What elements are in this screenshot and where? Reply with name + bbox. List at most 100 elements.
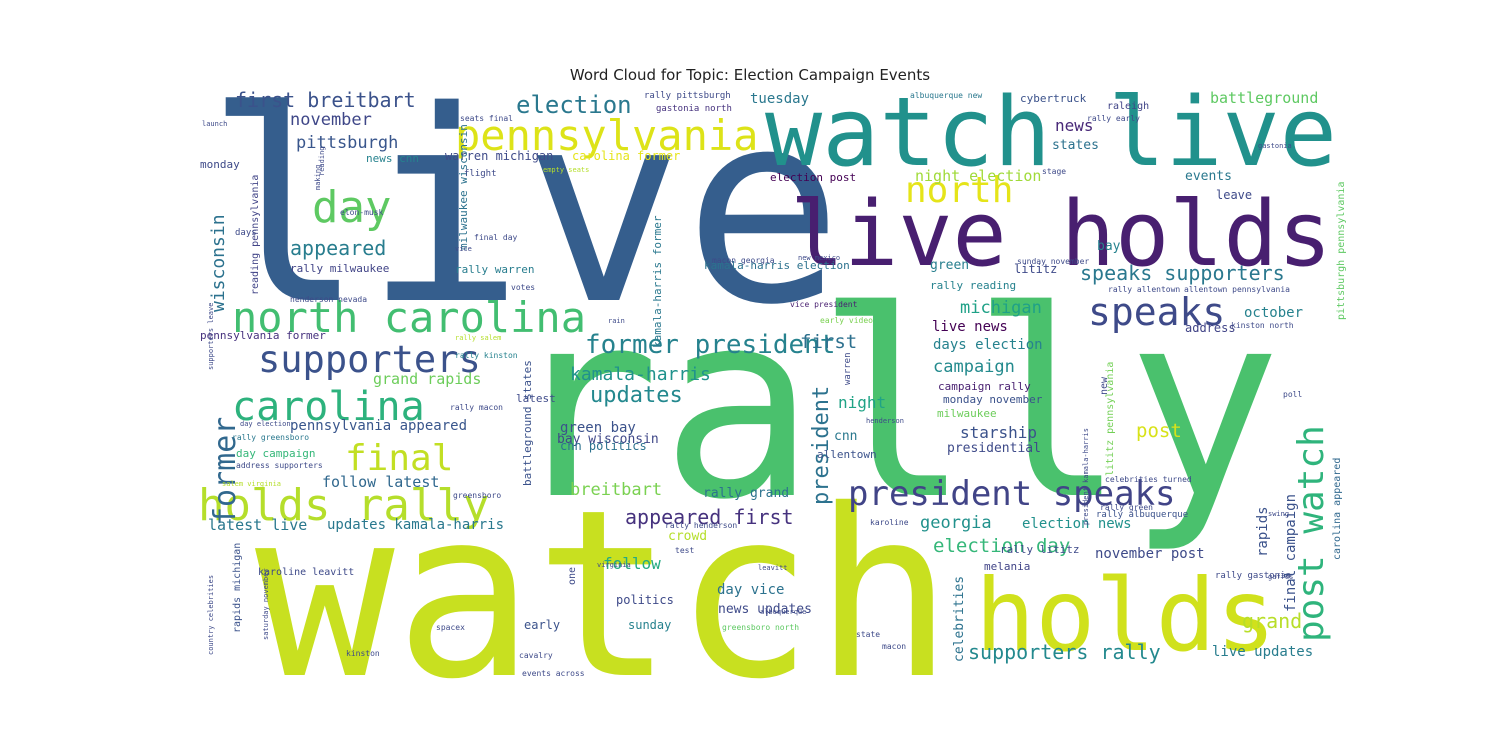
word-rally-kinston: rally kinston — [455, 351, 518, 360]
word-stage: stage — [1042, 167, 1066, 176]
word-new-mexico: new mexico — [798, 254, 840, 262]
word-sunday-november: sunday november — [1017, 257, 1089, 266]
word-greensboro: greensboro — [453, 491, 501, 500]
word-supporters-rally: supporters rally — [968, 640, 1161, 664]
word-henderson: henderson — [866, 417, 904, 425]
word-election: election — [516, 91, 632, 119]
word-rally-allentown: rally allentown — [1108, 285, 1180, 294]
word-address: address — [1185, 321, 1236, 335]
word-speaks: speaks — [1088, 290, 1225, 334]
word-warren: warren — [843, 352, 853, 385]
word-campaign: campaign — [933, 357, 1015, 377]
word-news-updates: news updates — [718, 602, 812, 617]
word-rally-early: rally early — [1087, 114, 1140, 123]
word-pittsburgh-pennsylvania: pittsburgh pennsylvania — [1336, 182, 1347, 320]
word-green-bay: green bay — [560, 420, 636, 436]
word-spacex: spacex — [436, 623, 465, 632]
word-watch-live: watch live — [765, 78, 1337, 188]
word-follow-latest: follow latest — [322, 473, 439, 491]
word-kinston-north: kinston north — [1231, 321, 1294, 330]
word-battleground-states: battleground states — [521, 360, 534, 486]
word-reading: reading — [318, 146, 326, 176]
word-rally-albuquerque: rally albuquerque — [1096, 510, 1188, 520]
word-days: days — [235, 228, 257, 238]
word-kamala-harris-election: kamala-harris election — [704, 259, 850, 272]
word-rally-reading: rally reading — [930, 279, 1016, 292]
word-pennsylvania-former: pennsylvania former — [200, 329, 326, 342]
word-rally-henderson: rally henderson — [665, 521, 737, 530]
word-final: final — [345, 438, 453, 479]
word-rally-greensboro: rally greensboro — [232, 433, 309, 442]
word-holds-rally: holds rally — [198, 480, 489, 531]
word-states: states — [1052, 138, 1099, 153]
word-one: one — [567, 567, 578, 585]
word-carolina: carolina — [232, 384, 425, 430]
word-pennsylvania: pennsylvania — [455, 111, 758, 160]
word-day-election: day election — [240, 420, 291, 428]
word-first: first — [800, 331, 857, 353]
word-michigan: michigan — [960, 298, 1042, 318]
word-president: president — [809, 386, 834, 505]
word-breitbart: breitbart — [570, 480, 662, 500]
word-rally-milwaukee: rally milwaukee — [290, 262, 389, 275]
word-carolina-former: carolina former — [572, 149, 680, 163]
word-reading-pennsylvania: reading pennsylvania — [250, 175, 261, 295]
word-seats-final: seats final — [460, 114, 513, 123]
word-starship: starship — [960, 423, 1037, 442]
word-melania: melania — [984, 560, 1030, 573]
word-appeared-first: appeared first — [625, 505, 794, 529]
word-gastonia-north: gastonia north — [656, 104, 732, 114]
word-launch: launch — [202, 120, 227, 128]
word-monday: monday — [200, 158, 240, 171]
word-albuquerque: albuquerque — [760, 608, 806, 616]
word-wisconsin: wisconsin — [208, 214, 229, 312]
word-empty-seats: empty seats — [543, 166, 589, 174]
word-night: night — [838, 393, 886, 412]
word-bay: bay — [1097, 239, 1121, 254]
word-latest-live: latest live — [208, 516, 307, 534]
word-swing: swing — [1268, 510, 1289, 518]
word-cnn-politics: cnn politics — [560, 439, 647, 453]
word-events: events — [1185, 169, 1232, 184]
word-gaffes: gaffes — [1268, 573, 1293, 581]
word-final-campaign: final campaign — [1283, 494, 1299, 612]
word-post: post — [1136, 420, 1182, 442]
word-day-vice: day vice — [717, 582, 784, 598]
word-speaks-supporters: speaks supporters — [1080, 261, 1285, 285]
word-battleground: battleground — [1210, 89, 1318, 107]
word-final-day: final day — [474, 233, 518, 242]
word-rally-warren: rally warren — [455, 263, 534, 276]
word-north-carolina: north carolina — [232, 293, 586, 342]
word-early: early — [524, 618, 560, 632]
word-election-news: election news — [1022, 516, 1132, 532]
word-day-campaign: day campaign — [236, 447, 315, 460]
word-watch: watch — [255, 460, 953, 730]
word-early-video: early video — [820, 316, 873, 325]
word-elon-musk: elon-musk — [340, 208, 384, 217]
word-lititz-pennsylvania: lititz pennsylvania — [1105, 362, 1116, 476]
word-carolina-appeared: carolina appeared — [1332, 458, 1343, 560]
word-rally-macon: rally macon — [450, 403, 503, 412]
word-celebrities-turned: celebrities turned — [1105, 475, 1192, 484]
word-rapids-michigan: rapids michigan — [232, 543, 243, 633]
word-politics: politics — [616, 593, 674, 607]
word-henderson-nevada: henderson nevada — [290, 295, 367, 304]
word-vice-president: vice president — [790, 300, 858, 309]
word-night-election: night election — [915, 167, 1041, 185]
word-post-watch: post watch — [1291, 425, 1332, 642]
word-making: making — [314, 165, 322, 190]
word-grand: grand — [1242, 609, 1302, 633]
word-poll: poll — [1283, 390, 1302, 399]
word-former-president: former president — [585, 330, 835, 360]
word-saturday-november: saturday november — [262, 568, 270, 640]
word-president-speaks: president speaks — [848, 474, 1176, 514]
word-cybertruck: cybertruck — [1020, 92, 1087, 105]
word-kamala-harris: kamala-harris — [570, 364, 711, 385]
word-green: green — [930, 258, 969, 273]
word-campaign-rally: campaign rally — [938, 380, 1031, 393]
word-lititz: lititz — [1014, 262, 1057, 276]
word-supporters-leave: supporters leave — [207, 303, 215, 370]
word-rally-pittsburgh: rally pittsburgh — [644, 91, 731, 101]
word-address-supporters: address supporters — [236, 461, 323, 470]
